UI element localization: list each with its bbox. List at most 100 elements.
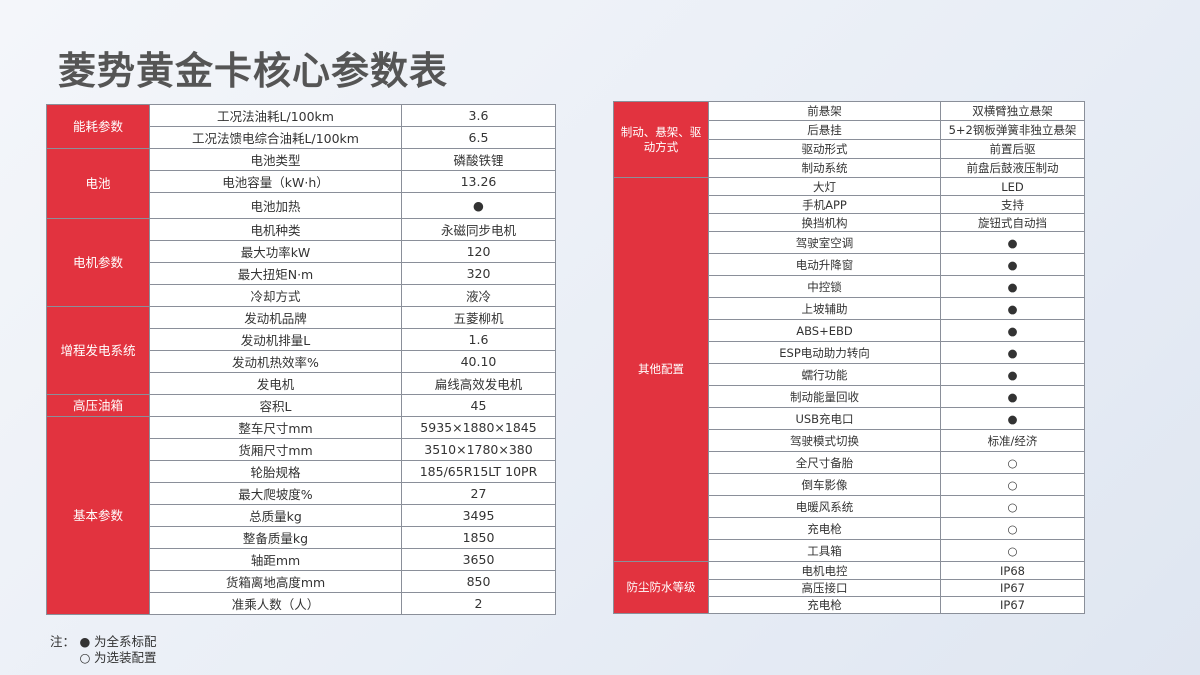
item-cell: 电动升降窗 bbox=[708, 253, 941, 276]
value-cell: 320 bbox=[401, 262, 556, 285]
table-row: ESP电动助力转向 ● bbox=[614, 341, 1085, 364]
optional-text: 为选装配置 bbox=[94, 650, 157, 665]
table-row: 发动机热效率% 40.10 bbox=[47, 350, 556, 373]
value-cell: ● bbox=[940, 363, 1085, 386]
table-row: 驾驶模式切换 标准/经济 bbox=[614, 429, 1085, 452]
item-cell: ESP电动助力转向 bbox=[708, 341, 941, 364]
table-row: 最大扭矩N·m 320 bbox=[47, 262, 556, 285]
item-cell: 整备质量kg bbox=[149, 526, 402, 549]
table-row: 增程发电系统 发动机品牌 五菱柳机 bbox=[46, 306, 556, 395]
value-cell: IP68 bbox=[940, 561, 1085, 580]
value-cell: IP67 bbox=[940, 596, 1085, 614]
value-cell: 前盘后鼓液压制动 bbox=[940, 158, 1085, 178]
optional-symbol: ○ bbox=[79, 650, 91, 665]
table-row: 驾驶室空调 ● bbox=[614, 231, 1085, 254]
value-cell: ● bbox=[401, 192, 556, 219]
item-cell: 容积L bbox=[149, 394, 402, 417]
value-cell: 双横臂独立悬架 bbox=[940, 101, 1085, 121]
item-cell: 换挡机构 bbox=[708, 213, 941, 232]
item-cell: 电池类型 bbox=[149, 148, 402, 171]
value-cell: LED bbox=[940, 177, 1085, 196]
item-cell: 驱动形式 bbox=[708, 139, 941, 159]
item-cell: 电机电控 bbox=[708, 561, 941, 580]
item-cell: 电池容量（kW·h） bbox=[149, 170, 402, 193]
table-row: 工况法馈电综合油耗L/100km 6.5 bbox=[47, 126, 556, 149]
item-cell: 发动机排量L bbox=[149, 328, 402, 351]
table-row: 手机APP 支持 bbox=[614, 195, 1085, 214]
table-row: 中控锁 ● bbox=[614, 275, 1085, 298]
item-cell: 最大功率kW bbox=[149, 240, 402, 263]
value-cell: IP67 bbox=[940, 579, 1085, 597]
item-cell: 最大爬坡度% bbox=[149, 482, 402, 505]
value-cell: ● bbox=[940, 385, 1085, 408]
value-cell: ● bbox=[940, 231, 1085, 254]
table-row: 轮胎规格 185/65R15LT 10PR bbox=[47, 460, 556, 483]
value-cell: ● bbox=[940, 319, 1085, 342]
table-row: 充电枪 IP67 bbox=[614, 596, 1085, 614]
value-cell: ○ bbox=[940, 495, 1085, 518]
table-row: 工具箱 ○ bbox=[614, 539, 1085, 562]
standard-text: 为全系标配 bbox=[94, 634, 157, 649]
item-cell: 工况法油耗L/100km bbox=[149, 104, 402, 127]
value-cell: 液冷 bbox=[401, 284, 556, 307]
value-cell: ● bbox=[940, 407, 1085, 430]
value-cell: ○ bbox=[940, 451, 1085, 474]
value-cell: 扁线高效发电机 bbox=[401, 372, 556, 395]
value-cell: 五菱柳机 bbox=[401, 306, 556, 329]
value-cell: 850 bbox=[401, 570, 556, 593]
page-title: 菱势黄金卡核心参数表 bbox=[58, 49, 449, 93]
item-cell: 上坡辅助 bbox=[708, 297, 941, 320]
value-cell: 1.6 bbox=[401, 328, 556, 351]
table-row: 基本参数 整车尺寸mm 5935×1880×1845 bbox=[46, 416, 556, 615]
item-cell: 中控锁 bbox=[708, 275, 941, 298]
item-cell: 发电机 bbox=[149, 372, 402, 395]
value-cell: ○ bbox=[940, 539, 1085, 562]
category-cell: 其他配置 bbox=[613, 177, 709, 562]
item-cell: 驾驶模式切换 bbox=[708, 429, 941, 452]
item-cell: 整车尺寸mm bbox=[149, 416, 402, 439]
table-row: 发动机排量L 1.6 bbox=[47, 328, 556, 351]
value-cell: 5+2钢板弹簧非独立悬架 bbox=[940, 120, 1085, 140]
item-cell: 货厢尺寸mm bbox=[149, 438, 402, 461]
item-cell: 后悬挂 bbox=[708, 120, 941, 140]
item-cell: 电机种类 bbox=[149, 218, 402, 241]
value-cell: 3.6 bbox=[401, 104, 556, 127]
value-cell: 磷酸铁锂 bbox=[401, 148, 556, 171]
left-spec-table: 能耗参数 工况法油耗L/100km 3.6 工况法馈电综合油耗L/100km 6.5 电池… bbox=[46, 104, 556, 615]
right-spec-table: 制动、悬架、驱动方式 前悬架 双横臂独立悬架 后悬挂 5+2钢板弹簧非独立悬架 驱动形式前… bbox=[613, 101, 1085, 614]
item-cell: 货箱离地高度mm bbox=[149, 570, 402, 593]
category-cell: 电池 bbox=[46, 148, 150, 219]
item-cell: 手机APP bbox=[708, 195, 941, 214]
value-cell: 6.5 bbox=[401, 126, 556, 149]
value-cell: 2 bbox=[401, 592, 556, 615]
table-row: 货箱离地高度mm 850 bbox=[47, 570, 556, 593]
item-cell: 大灯 bbox=[708, 177, 941, 196]
value-cell: 185/65R15LT 10PR bbox=[401, 460, 556, 483]
value-cell: ● bbox=[940, 297, 1085, 320]
table-row: 准乘人数（人） 2 bbox=[47, 592, 556, 615]
value-cell: 1850 bbox=[401, 526, 556, 549]
value-cell: 40.10 bbox=[401, 350, 556, 373]
table-row: 发电机 扁线高效发电机 bbox=[47, 372, 556, 395]
item-cell: 电池加热 bbox=[149, 192, 402, 219]
table-row: 最大功率kW 120 bbox=[47, 240, 556, 263]
item-cell: 发动机热效率% bbox=[149, 350, 402, 373]
table-row: 货厢尺寸mm 3510×1780×380 bbox=[47, 438, 556, 461]
item-cell: 轴距mm bbox=[149, 548, 402, 571]
item-cell: 蠕行功能 bbox=[708, 363, 941, 386]
category-cell: 增程发电系统 bbox=[46, 306, 150, 395]
table-row: 上坡辅助 ● bbox=[614, 297, 1085, 320]
value-cell: 前置后驱 bbox=[940, 139, 1085, 159]
item-cell: 最大扭矩N·m bbox=[149, 262, 402, 285]
table-row: 电机参数 电机种类 永磁同步电机 bbox=[46, 218, 556, 307]
value-cell: 3650 bbox=[401, 548, 556, 571]
table-row: 高压油箱 容积L 45 bbox=[46, 394, 556, 417]
item-cell: 发动机品牌 bbox=[149, 306, 402, 329]
value-cell: ● bbox=[940, 253, 1085, 276]
value-cell: 标准/经济 bbox=[940, 429, 1085, 452]
table-row: 能耗参数 工况法油耗L/100km 3.6 bbox=[46, 104, 556, 149]
table-row: 冷却方式 液冷 bbox=[47, 284, 556, 307]
value-cell: 3495 bbox=[401, 504, 556, 527]
item-cell: 冷却方式 bbox=[149, 284, 402, 307]
value-cell: 13.26 bbox=[401, 170, 556, 193]
